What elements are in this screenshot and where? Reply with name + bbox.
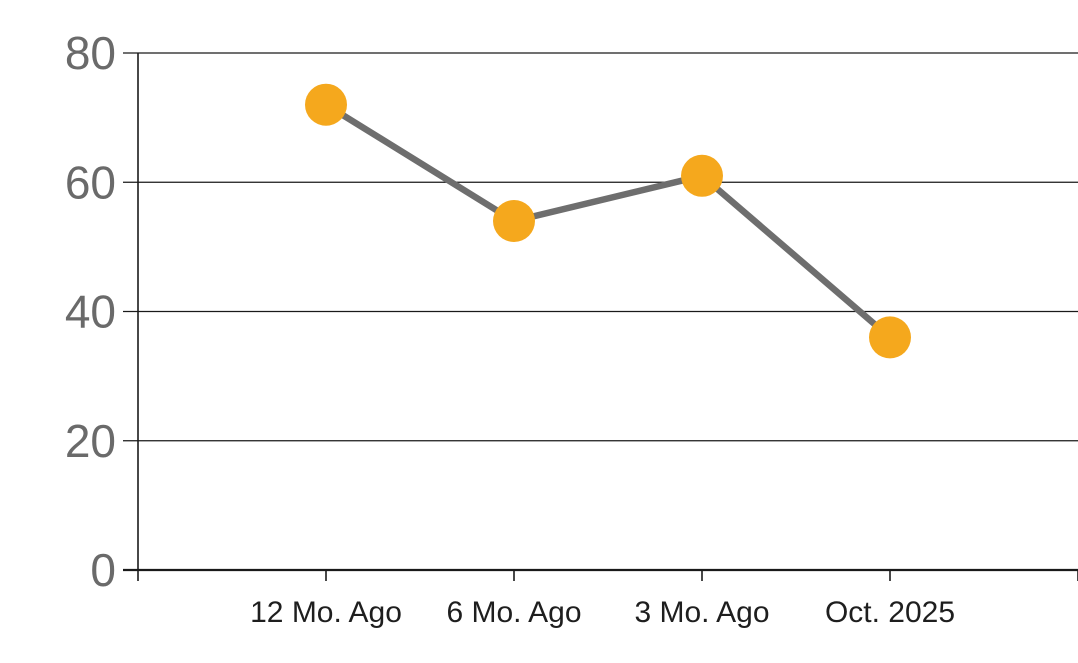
x-tick-label: 6 Mo. Ago <box>446 596 581 629</box>
data-line <box>324 101 893 340</box>
data-point <box>869 316 911 359</box>
x-tick-label: 12 Mo. Ago <box>250 596 402 629</box>
y-tick-label: 0 <box>90 544 116 596</box>
y-tick-label: 60 <box>65 156 116 208</box>
data-point <box>493 200 535 243</box>
x-tick-label: 3 Mo. Ago <box>634 596 769 629</box>
y-tick-label: 20 <box>65 415 116 467</box>
y-tick-label: 80 <box>65 27 116 79</box>
y-tick-label: 40 <box>65 286 116 338</box>
data-point <box>681 154 723 197</box>
x-tick-label: Oct. 2025 <box>825 596 955 629</box>
data-point <box>305 83 347 126</box>
